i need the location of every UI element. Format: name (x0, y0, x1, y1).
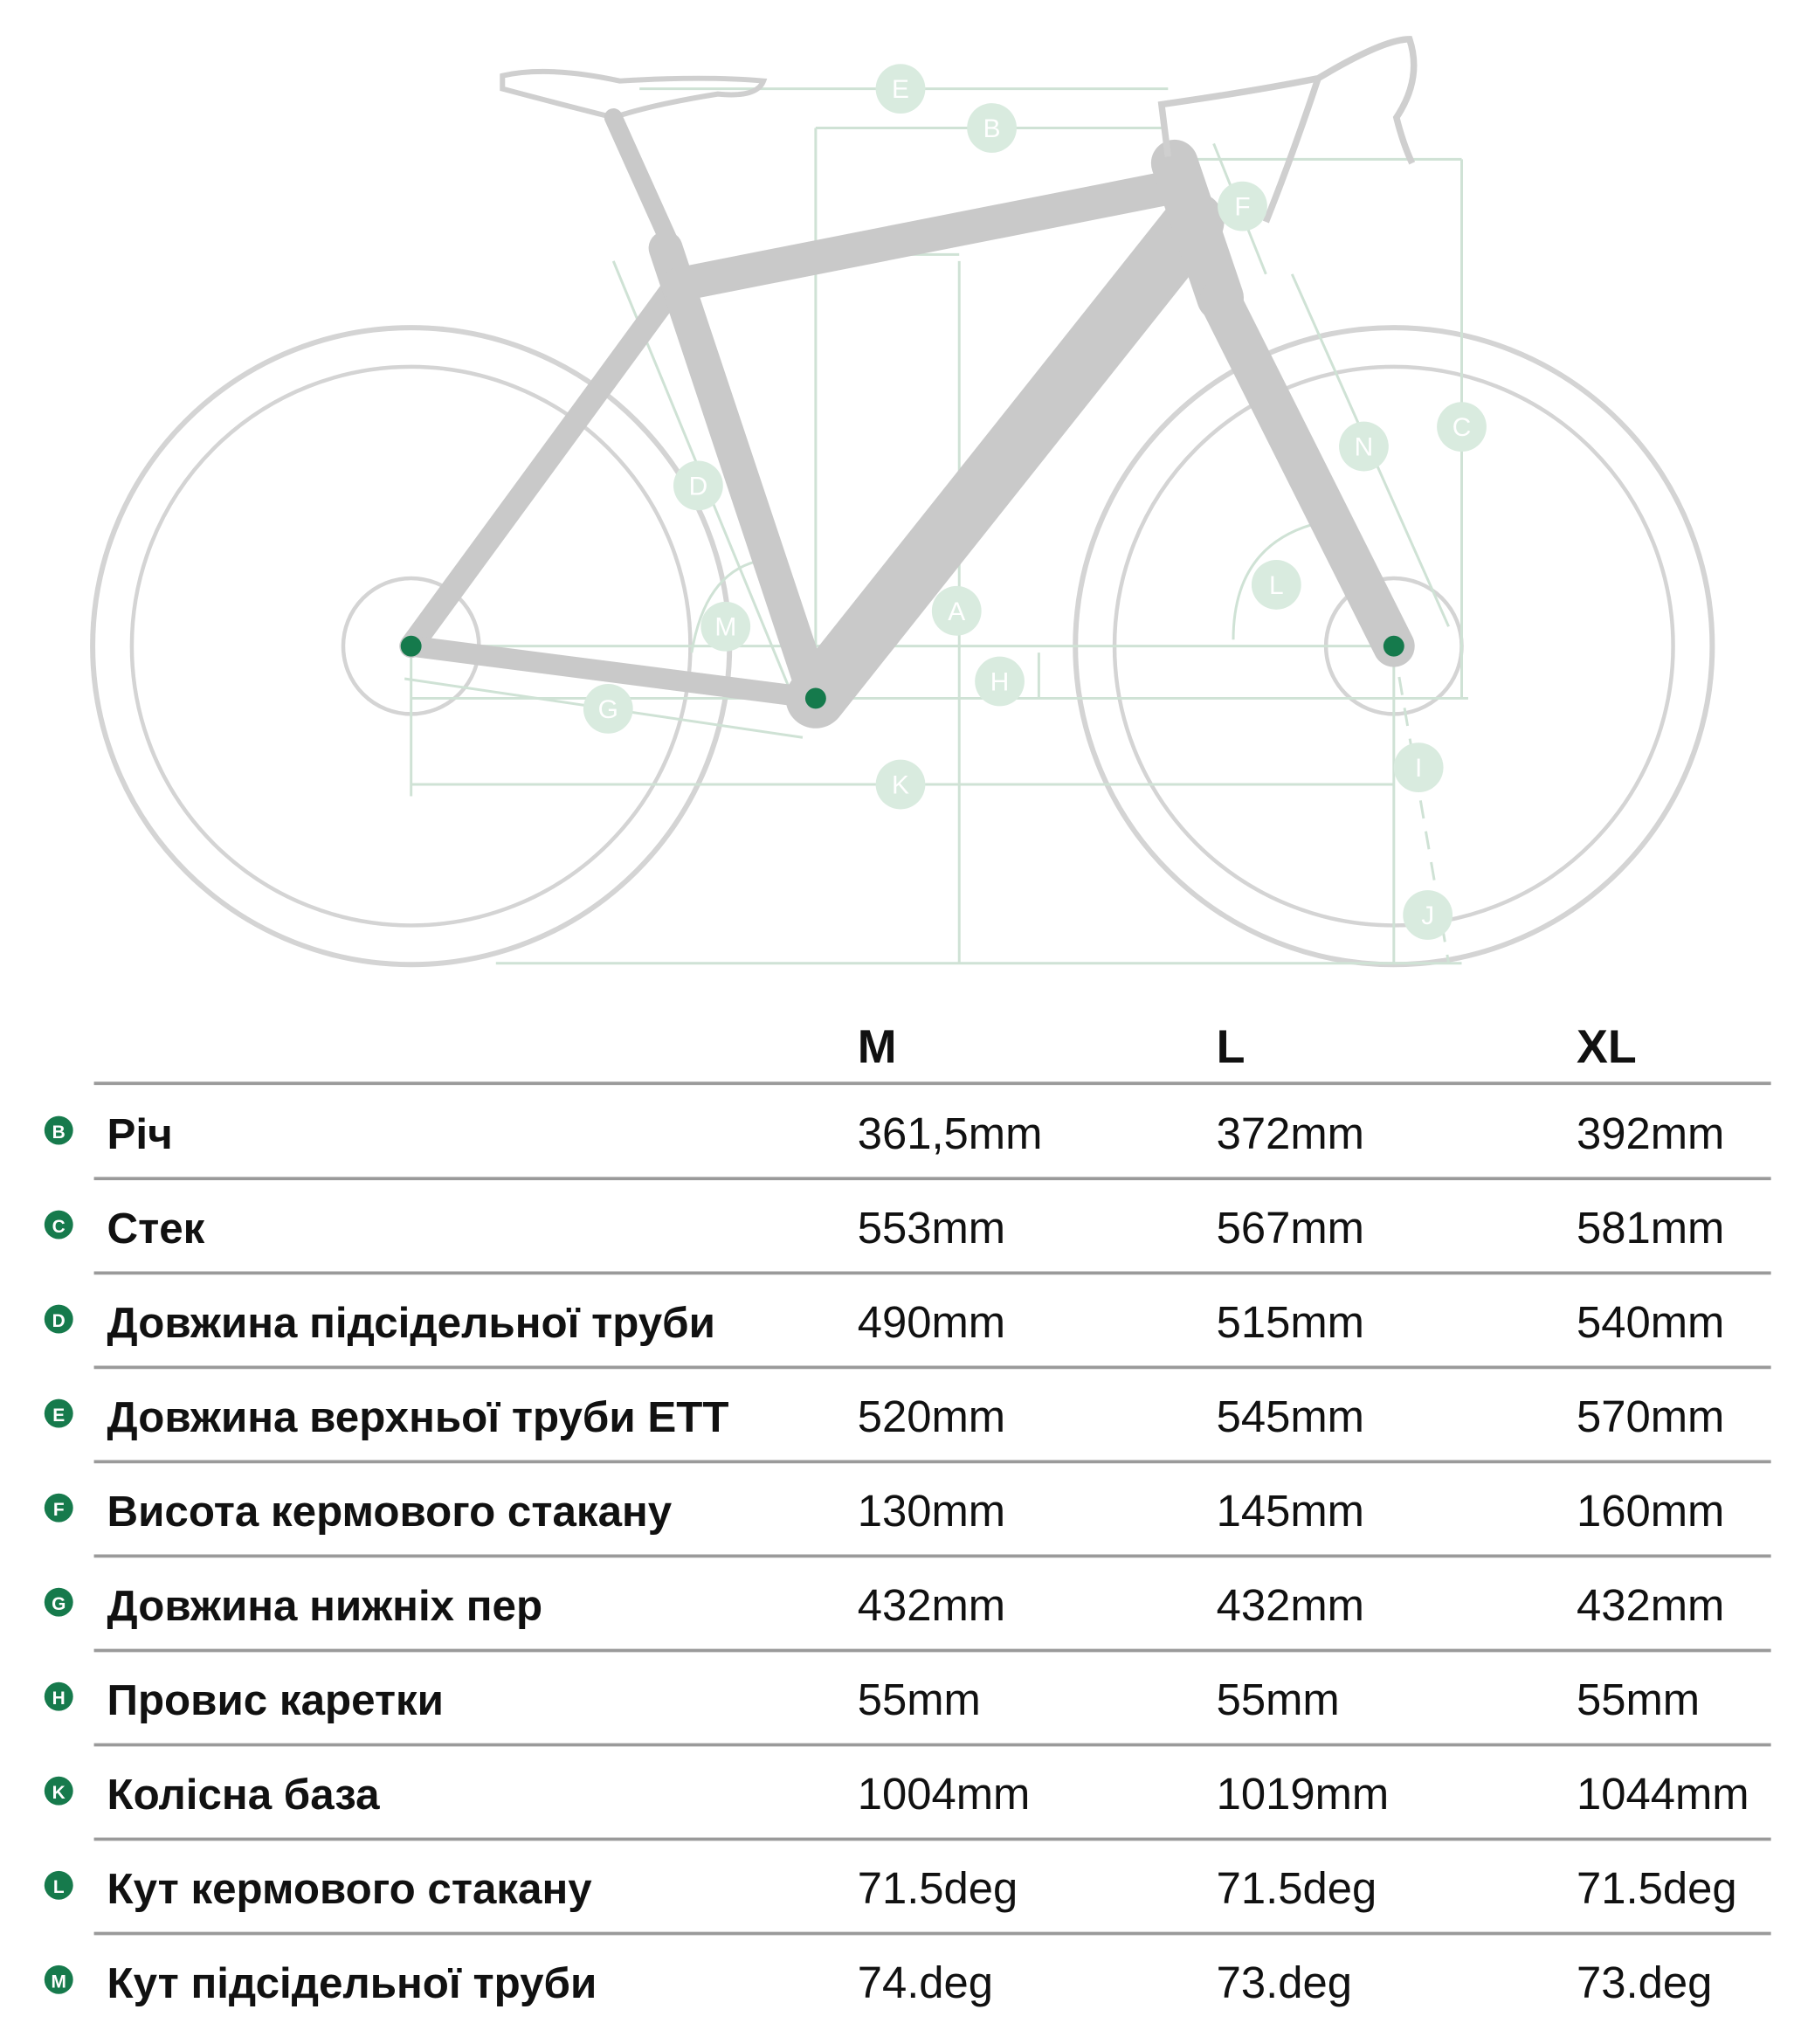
dimension-badge (975, 656, 1025, 707)
row-badge-letter: D (52, 1311, 66, 1331)
row-value: 1019mm (1217, 1769, 1390, 1819)
row-label: Довжина верхньої труби ETT (107, 1393, 729, 1441)
dimension-badge (700, 601, 751, 652)
dimension-badge (967, 103, 1017, 153)
row-value: 520mm (858, 1391, 1005, 1441)
dimension-label: G (598, 695, 618, 724)
dimension-label: K (892, 771, 909, 800)
row-value: 55mm (858, 1675, 981, 1724)
row-badge (44, 1965, 73, 1994)
row-label: Довжина нижніх пер (107, 1582, 543, 1630)
row-value: 1004mm (858, 1769, 1031, 1819)
dimension-label: E (892, 75, 909, 104)
row-value: 545mm (1217, 1391, 1364, 1441)
row-value: 392mm (1577, 1108, 1724, 1158)
row-label: Кут підсідельної труби (107, 1959, 597, 2007)
row-value: 540mm (1577, 1297, 1724, 1347)
row-value: 55mm (1577, 1675, 1700, 1724)
row-value: 432mm (1577, 1580, 1724, 1630)
dimension-label: L (1269, 571, 1284, 600)
row-value: 372mm (1217, 1108, 1364, 1158)
dimension-badge (1393, 742, 1444, 793)
row-badge-letter: G (52, 1594, 66, 1614)
row-badge (44, 1398, 73, 1428)
geometry-table: M L XL B Річ 361,5mm 372mm 392mm C Стек 553mm 567mm… (44, 1020, 1771, 2007)
dimension-badge (673, 460, 723, 511)
row-value: 432mm (858, 1580, 1005, 1630)
row-value: 74.deg (858, 1958, 993, 2007)
dimension-badge (1251, 560, 1301, 610)
dimension-label: C (1453, 413, 1472, 442)
dimension-badge (1437, 402, 1487, 452)
dimension-badge (875, 64, 926, 114)
row-label: Довжина підсідельної труби (107, 1299, 715, 1347)
row-value: 55mm (1217, 1675, 1340, 1724)
dimension-label: I (1415, 754, 1422, 783)
row-value: 1044mm (1577, 1769, 1749, 1819)
row-value: 567mm (1217, 1203, 1364, 1253)
row-badge (44, 1493, 73, 1523)
row-badge-letter: K (52, 1783, 66, 1803)
dimension-badge (1218, 181, 1267, 231)
row-label: Стек (107, 1205, 205, 1253)
column-header: L (1217, 1020, 1246, 1073)
row-value: 145mm (1217, 1486, 1364, 1536)
row-badge-letter: E (52, 1405, 65, 1426)
row-badge (44, 1587, 73, 1617)
row-value: 73.deg (1217, 1958, 1352, 2007)
row-badge (44, 1776, 73, 1806)
row-value: 581mm (1577, 1203, 1724, 1253)
row-label: Висота кермового стакану (107, 1488, 673, 1536)
row-label: Колісна база (107, 1771, 381, 1819)
row-value: 160mm (1577, 1486, 1724, 1536)
row-value: 130mm (858, 1486, 1005, 1536)
row-badge (44, 1115, 73, 1145)
row-value: 71.5deg (858, 1863, 1018, 1913)
dimension-label: D (689, 472, 708, 501)
dimension-label: J (1421, 901, 1434, 930)
row-badge-letter: H (52, 1688, 66, 1709)
row-badge-letter: M (52, 1971, 66, 1992)
row-badge (44, 1870, 73, 1900)
dimension-badge (583, 684, 633, 734)
dimension-label: N (1355, 433, 1374, 462)
row-label: Провис каретки (107, 1676, 444, 1724)
column-header: XL (1577, 1020, 1637, 1073)
column-header: M (858, 1020, 897, 1073)
row-label: Річ (107, 1110, 173, 1158)
dimension-label: M (714, 613, 736, 642)
row-value: 71.5deg (1217, 1863, 1377, 1913)
row-value: 515mm (1217, 1297, 1364, 1347)
dimension-badge (931, 585, 982, 636)
dimension-label: B (983, 114, 1001, 143)
dimension-label: A (948, 597, 965, 626)
row-badge (44, 1681, 73, 1711)
row-label: Кут кермового стакану (107, 1865, 593, 1913)
row-value: 73.deg (1577, 1958, 1712, 2007)
row-badge (44, 1210, 73, 1240)
row-badge-letter: F (53, 1500, 65, 1520)
row-badge (44, 1304, 73, 1334)
dimension-badge (1403, 890, 1453, 940)
row-badge-letter: B (52, 1122, 66, 1143)
dimension-badge (875, 759, 926, 810)
dimension-label: H (990, 667, 1010, 696)
row-value: 570mm (1577, 1391, 1724, 1441)
row-value: 553mm (858, 1203, 1005, 1253)
row-value: 71.5deg (1577, 1863, 1737, 1913)
dimension-badge (1339, 421, 1389, 472)
bike-diagram: E B F C N D L M A H G K I J (90, 36, 1715, 968)
row-value: 432mm (1217, 1580, 1364, 1630)
row-badge-letter: L (53, 1877, 65, 1897)
row-value: 490mm (858, 1297, 1005, 1347)
dimension-label: F (1234, 193, 1250, 222)
row-value: 361,5mm (858, 1108, 1043, 1158)
row-badge-letter: C (52, 1217, 66, 1237)
